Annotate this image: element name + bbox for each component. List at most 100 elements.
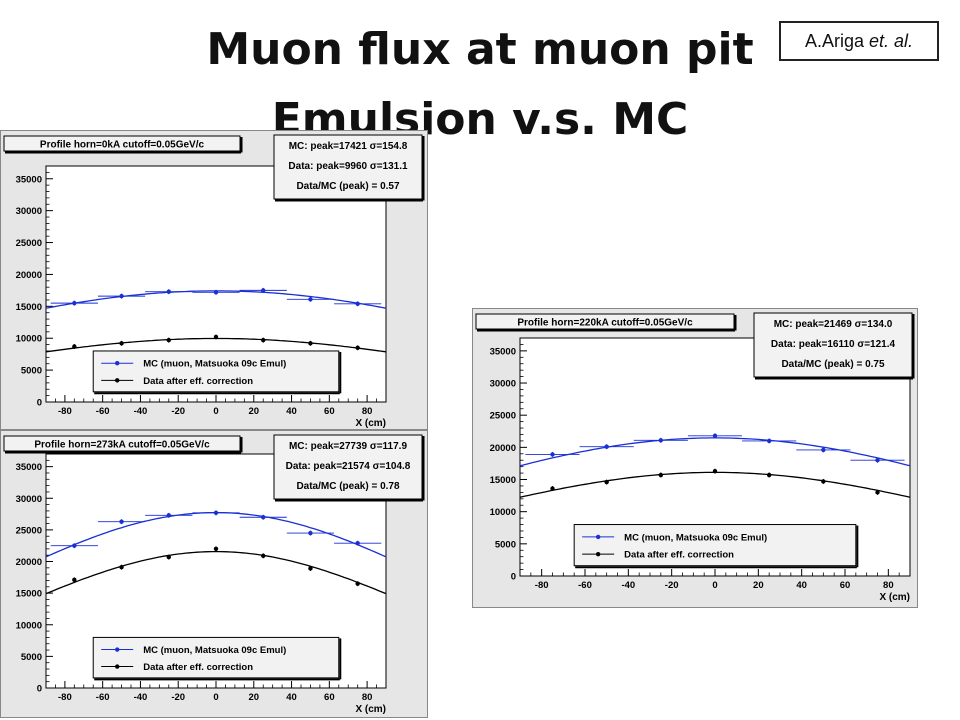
y-tick-label: 5000 — [21, 366, 42, 377]
y-tick-label: 30000 — [490, 379, 516, 390]
chart-title-box — [475, 313, 735, 330]
profile-chart-horn-273ka: 0 5000 10000 15000 20000 25000 30000 35000 -80 -6… — [0, 430, 428, 718]
mc-data-point — [261, 288, 266, 293]
mc-data-point — [308, 297, 313, 302]
x-tick-label: -40 — [134, 692, 148, 703]
profile-chart-horn-220ka: 0 5000 10000 15000 20000 25000 30000 35000 -80 -6… — [472, 308, 918, 608]
slide-title-line-1: Muon flux at muon pit — [206, 24, 754, 75]
x-tick-label: 0 — [712, 580, 717, 591]
x-tick-label: 0 — [213, 692, 218, 703]
mc-data-point — [261, 515, 266, 520]
x-tick-label: 20 — [248, 692, 259, 703]
chart-title: Profile horn=220kA cutoff=0.05GeV/c — [517, 318, 693, 329]
author-suffix: et. al. — [869, 30, 914, 51]
y-tick-label: 25000 — [16, 525, 42, 536]
mc-data-point — [119, 293, 124, 299]
legend-label: MC (muon, Matsuoka 09c Emul) — [143, 359, 286, 370]
mc-data-point — [308, 530, 313, 536]
chart-title-box — [3, 135, 241, 152]
y-tick-label: 5000 — [21, 652, 42, 663]
stats-box — [273, 134, 423, 200]
stats-line: Data/MC (peak) = 0.78 — [296, 481, 400, 492]
mc-data-point — [355, 540, 360, 546]
mc-data-point — [72, 543, 77, 548]
data-data-point — [213, 334, 219, 340]
x-tick-label: 40 — [286, 692, 297, 703]
stats-line: Data/MC (peak) = 0.57 — [296, 181, 400, 192]
x-tick-label: -60 — [96, 406, 110, 417]
mc-data-point — [213, 290, 219, 295]
stats-line: Data/MC (peak) = 0.75 — [781, 359, 885, 370]
mc-data-point — [712, 433, 718, 438]
legend-marker — [115, 378, 120, 383]
mc-data-point — [550, 452, 555, 457]
x-tick-label: 80 — [362, 406, 373, 417]
x-tick-label: 40 — [796, 580, 807, 591]
x-tick-label: 60 — [324, 692, 335, 703]
mc-data-point — [72, 300, 77, 306]
data-data-point — [308, 341, 313, 346]
mc-data-point — [119, 519, 124, 524]
x-axis-label: X (cm) — [355, 418, 386, 429]
data-data-point — [308, 566, 313, 571]
chart-title: Profile horn=273kA cutoff=0.05GeV/c — [34, 440, 210, 451]
data-fit-curve — [45, 550, 387, 595]
x-tick-label: -40 — [134, 406, 148, 417]
data-data-point — [166, 337, 171, 343]
y-tick-label: 25000 — [490, 411, 516, 422]
mc-data-point — [658, 438, 664, 443]
x-tick-label: -20 — [171, 692, 185, 703]
data-data-point — [712, 468, 718, 474]
y-tick-label: 35000 — [16, 462, 42, 473]
x-tick-label: -20 — [171, 406, 185, 417]
mc-data-point — [355, 301, 360, 306]
legend-label: MC (muon, Matsuoka 09c Emul) — [624, 532, 767, 543]
legend-marker — [115, 361, 120, 366]
author-name: A.Ariga — [804, 30, 864, 51]
y-tick-label: 0 — [37, 398, 42, 409]
y-tick-label: 30000 — [16, 206, 42, 217]
author-credit-box: A.Ariga et. al. — [779, 21, 939, 61]
data-data-point — [875, 490, 880, 495]
data-data-point — [72, 344, 77, 349]
legend-box — [92, 350, 340, 393]
y-tick-label: 20000 — [16, 270, 42, 281]
x-tick-label: -80 — [58, 692, 72, 703]
legend-label: Data after eff. correction — [624, 550, 734, 561]
y-tick-label: 35000 — [16, 174, 42, 185]
x-tick-label: -20 — [665, 580, 679, 591]
mc-data-point — [766, 438, 772, 444]
legend-box — [92, 636, 340, 679]
legend-marker — [115, 664, 120, 669]
y-tick-label: 10000 — [16, 620, 42, 631]
data-data-point — [261, 553, 266, 559]
y-tick-label: 30000 — [16, 494, 42, 505]
stats-line: Data: peak=16110 σ=121.4 — [771, 339, 896, 350]
data-data-point — [821, 479, 826, 484]
mc-data-point — [875, 458, 880, 463]
y-tick-label: 15000 — [16, 302, 42, 313]
data-data-point — [72, 577, 77, 583]
x-tick-label: -80 — [58, 406, 72, 417]
legend-marker — [115, 647, 120, 652]
x-tick-label: 60 — [840, 580, 851, 591]
y-tick-label: 10000 — [16, 334, 42, 345]
data-data-point — [604, 479, 609, 485]
y-tick-label: 0 — [511, 572, 516, 583]
y-tick-label: 0 — [37, 684, 42, 695]
y-tick-label: 25000 — [16, 238, 42, 249]
legend-label: MC (muon, Matsuoka 09c Emul) — [143, 645, 286, 656]
y-tick-label: 5000 — [495, 539, 516, 550]
data-data-point — [119, 565, 124, 570]
data-data-point — [766, 472, 772, 478]
legend-marker — [595, 551, 601, 557]
mc-data-point — [213, 510, 219, 516]
x-tick-label: -60 — [578, 580, 592, 591]
x-axis-label: X (cm) — [879, 592, 910, 603]
stats-box — [273, 434, 423, 500]
legend-label: Data after eff. correction — [143, 662, 253, 673]
x-tick-label: -40 — [621, 580, 635, 591]
data-data-point — [213, 546, 219, 552]
chart-title-box — [3, 435, 241, 452]
mc-data-point — [821, 447, 826, 453]
